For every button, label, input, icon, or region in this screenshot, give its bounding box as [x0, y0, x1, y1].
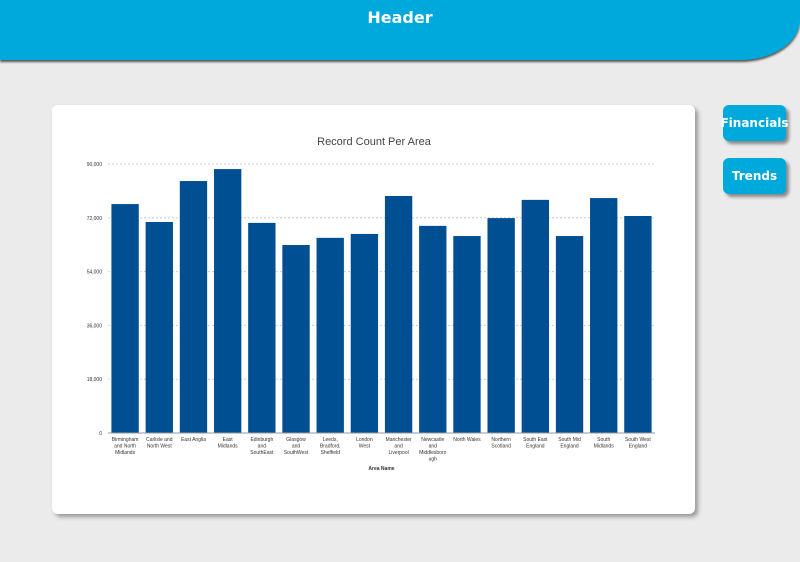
y-tick-label: 72,000 [87, 216, 103, 222]
bar [590, 198, 618, 433]
x-tick-label: England [560, 444, 579, 450]
x-tick-label: Leeds, [323, 437, 338, 443]
x-tick-label: South West [625, 437, 651, 443]
x-tick-label: Scotland [491, 444, 511, 450]
bar [624, 216, 652, 433]
x-axis-label: Area Name [368, 466, 394, 472]
x-tick-label: Newcastle [421, 437, 444, 443]
header-title: Header [367, 8, 433, 27]
x-tick-label: Midlands [218, 444, 239, 450]
trends-button[interactable]: Trends [723, 158, 786, 194]
y-tick-label: 18,000 [87, 377, 103, 383]
x-tick-label: Bradford, [320, 444, 341, 450]
x-tick-label: London [356, 437, 373, 443]
x-tick-label: Birmingham [112, 437, 139, 443]
chart-title: Record Count Per Area [317, 136, 432, 148]
bar [282, 244, 310, 433]
y-tick-label: 54,000 [87, 270, 103, 276]
y-tick-label: 90,000 [87, 162, 103, 168]
chart-card: Record Count Per Area 0 18,000 36,000 54,000… [52, 105, 695, 514]
bar [111, 204, 139, 433]
x-tick-label: ugh [429, 457, 438, 463]
x-tick-label: and [429, 444, 438, 450]
bar [419, 225, 447, 433]
x-tick-label: Middlesboro [419, 450, 446, 456]
bar [487, 218, 515, 433]
x-tick-label: Liverpool [388, 450, 408, 456]
bar [145, 221, 173, 433]
x-tick-label: South [597, 437, 610, 443]
x-tick-label: Carlisle and [146, 437, 173, 443]
bar [179, 181, 208, 433]
x-tick-label: and [292, 444, 301, 450]
x-tick-label: and [258, 444, 267, 450]
x-tick-label: and [394, 444, 403, 450]
x-tick-label: Midlands [115, 450, 136, 456]
x-tick-label: England [629, 444, 648, 450]
x-tick-label: Edinburgh [250, 437, 273, 443]
x-tick-label: North West [147, 444, 173, 450]
bar [248, 222, 276, 433]
y-tick-label: 36,000 [87, 323, 103, 329]
bar [316, 237, 344, 433]
x-tick-label: Northern [491, 437, 511, 443]
bar [521, 199, 550, 433]
bar [350, 233, 379, 433]
x-tick-label: South Mid [558, 437, 581, 443]
bar [213, 169, 242, 433]
x-tick-label: Midlands [594, 444, 615, 450]
x-tick-label: SouthWest [284, 450, 309, 456]
bar [453, 236, 481, 433]
y-tick-label: 0 [99, 431, 102, 437]
bar-chart: Record Count Per Area 0 18,000 36,000 54,000… [87, 136, 655, 472]
x-tick-label: and North [114, 444, 136, 450]
x-tick-label: Glasgow [286, 437, 306, 443]
x-tick-label: West [359, 444, 371, 450]
x-tick-label: SouthEast [250, 450, 274, 456]
x-tick-label: Sheffield [321, 450, 341, 456]
financials-button[interactable]: Financials [720, 105, 789, 141]
bar [384, 195, 413, 433]
x-tick-label: South East [523, 437, 548, 443]
x-tick-label: East Anglia [181, 437, 206, 443]
x-tick-label: East [223, 437, 234, 443]
x-tick-label: England [526, 444, 545, 450]
bar [555, 236, 584, 433]
header: Header [0, 0, 800, 60]
x-tick-label: Manchester [386, 437, 412, 443]
x-tick-label: North Wales [453, 437, 481, 443]
